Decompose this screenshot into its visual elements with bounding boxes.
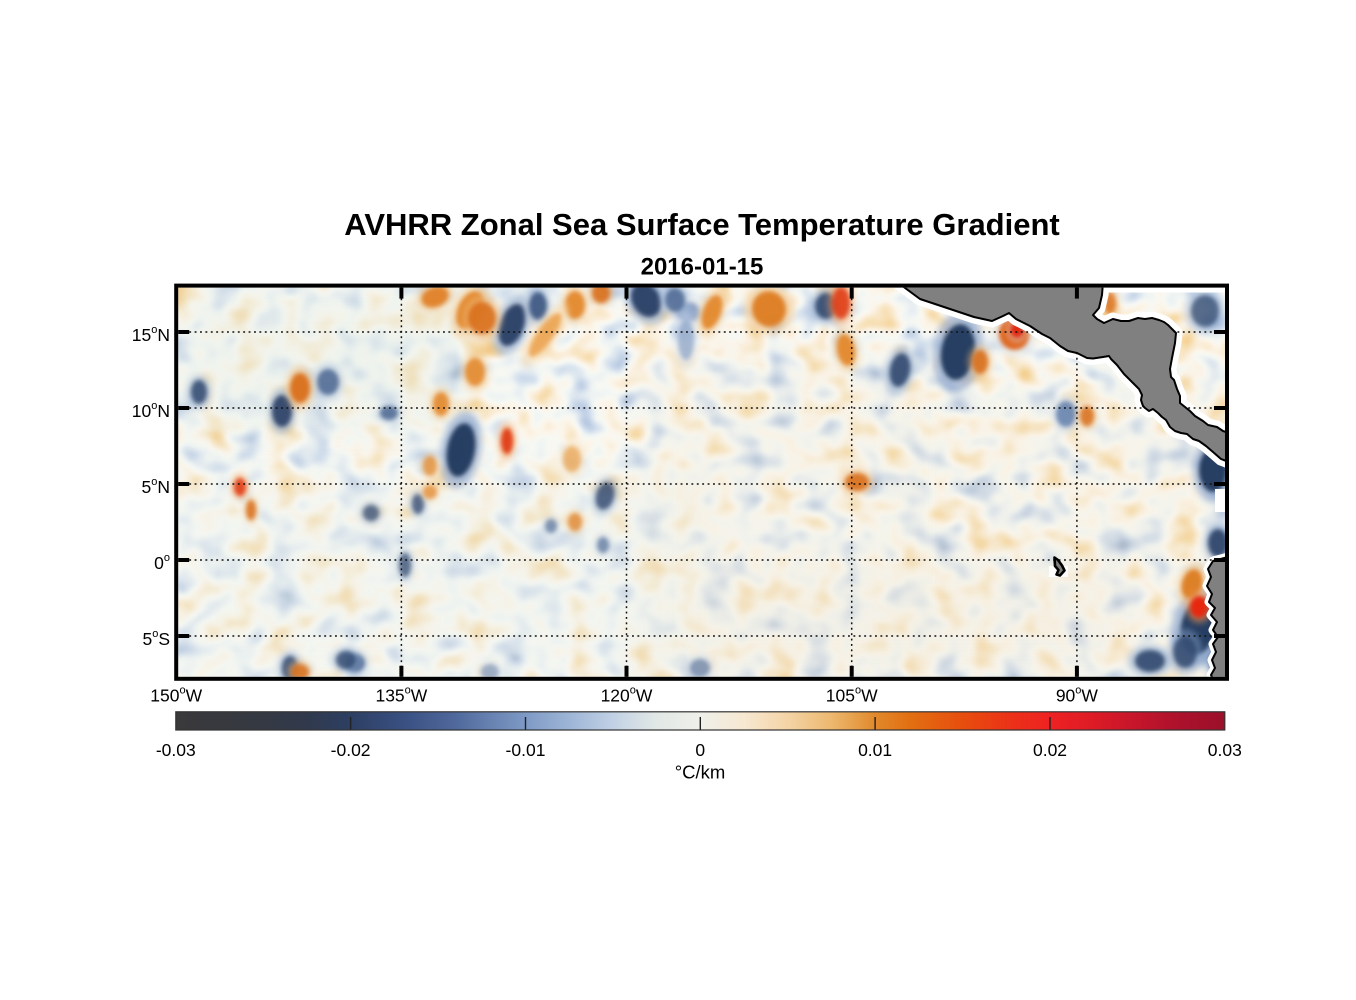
svg-text:°C/km: °C/km: [675, 762, 726, 783]
svg-text:AVHRR Zonal Sea Surface Temper: AVHRR Zonal Sea Surface Temperature Grad…: [344, 207, 1059, 242]
svg-text:90oW: 90oW: [1056, 685, 1099, 706]
svg-text:135oW: 135oW: [375, 685, 427, 706]
svg-text:5oN: 5oN: [142, 476, 171, 497]
svg-text:105oW: 105oW: [826, 685, 878, 706]
svg-text:-0.03: -0.03: [156, 740, 196, 760]
svg-text:120oW: 120oW: [601, 685, 653, 706]
svg-text:150oW: 150oW: [150, 685, 202, 706]
svg-text:5oS: 5oS: [142, 628, 170, 649]
svg-text:0.02: 0.02: [1033, 740, 1067, 760]
svg-text:10oN: 10oN: [132, 400, 170, 421]
svg-text:-0.02: -0.02: [331, 740, 371, 760]
svg-text:0: 0: [695, 740, 705, 760]
svg-text:0.01: 0.01: [858, 740, 892, 760]
svg-text:2016-01-15: 2016-01-15: [641, 254, 764, 281]
svg-text:15oN: 15oN: [132, 324, 170, 345]
svg-text:-0.01: -0.01: [506, 740, 546, 760]
svg-text:0.03: 0.03: [1208, 740, 1242, 760]
